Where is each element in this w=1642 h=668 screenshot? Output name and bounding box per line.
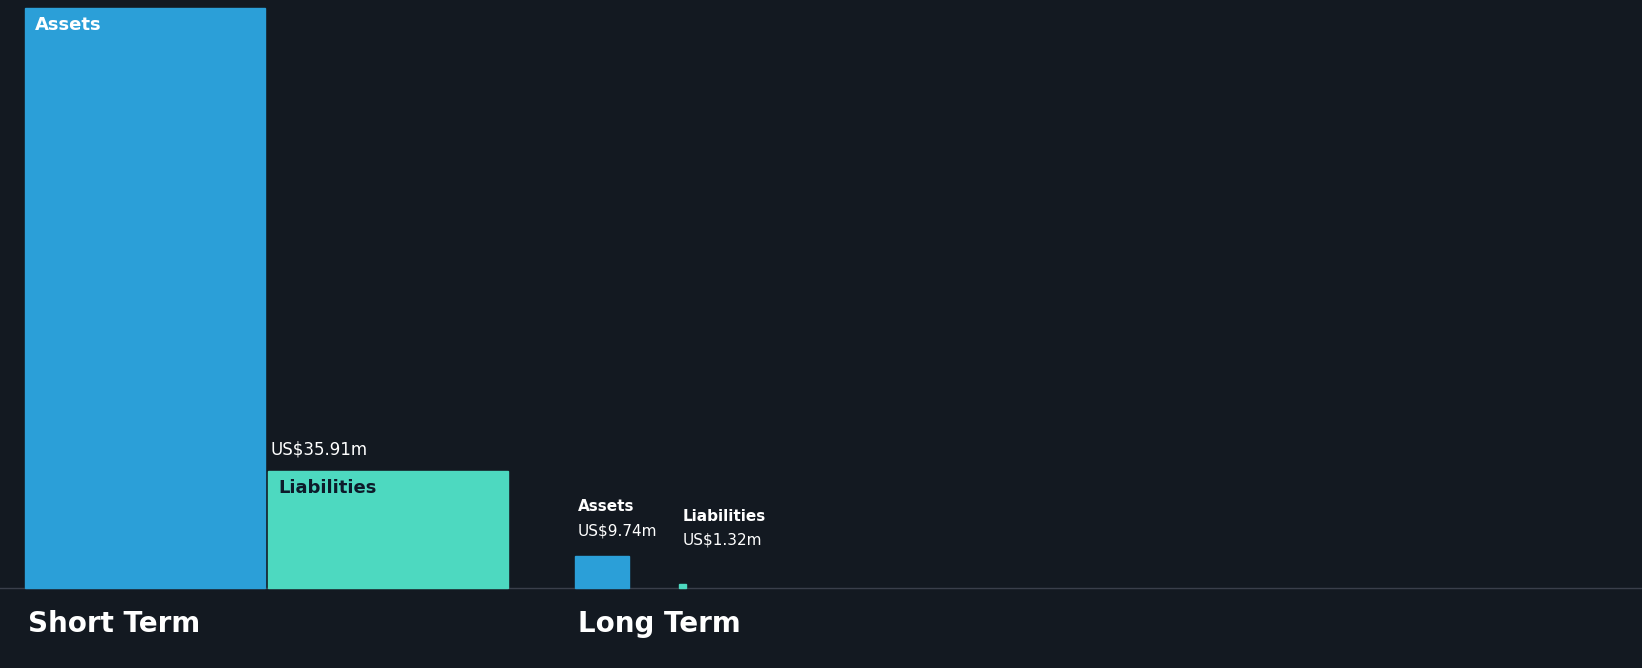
Bar	[680, 584, 686, 588]
Text: Assets: Assets	[34, 16, 102, 34]
Text: US$9.74m: US$9.74m	[578, 523, 657, 538]
Text: Assets: Assets	[578, 499, 634, 514]
Text: Short Term: Short Term	[28, 610, 200, 638]
Bar	[575, 556, 629, 588]
Text: Liabilities: Liabilities	[681, 509, 765, 524]
Text: Liabilities: Liabilities	[277, 479, 376, 497]
Bar	[25, 8, 264, 588]
Bar	[268, 471, 507, 588]
Text: US$1.32m: US$1.32m	[681, 532, 762, 548]
Text: Long Term: Long Term	[578, 610, 741, 638]
Text: US$35.91m: US$35.91m	[271, 441, 368, 459]
